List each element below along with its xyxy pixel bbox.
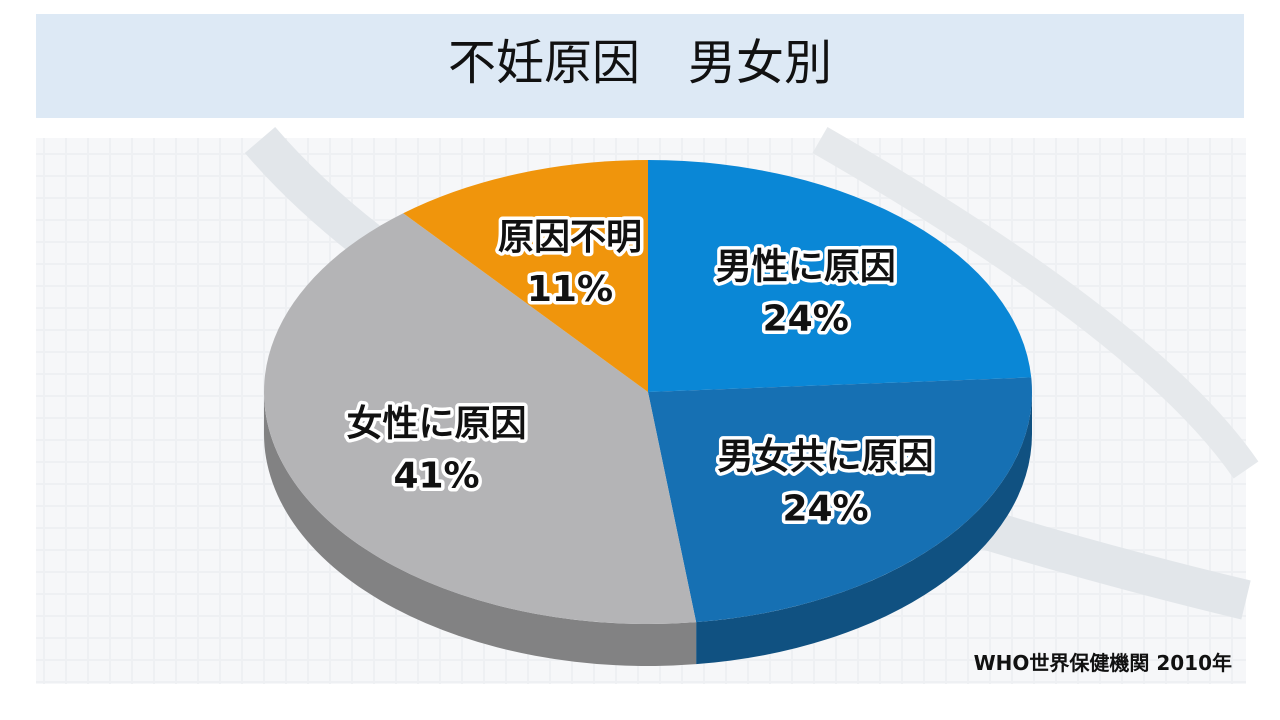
source-note: WHO世界保健機関 2010年 [974,651,1232,675]
slice-side [264,392,697,666]
slice [648,160,1032,392]
pie: 男性に原因 24% 男女共に原因 24% 女性に原因 41% 原因不明 11% [264,160,1032,666]
slice-label: 男性に原因 [716,247,896,288]
slice [648,377,1032,623]
title-band [36,14,1244,118]
value-label: 11% [527,269,613,310]
chart-title: 不妊原因 男女別 [448,35,832,91]
slice-side [696,392,1032,665]
value-label: 24% [782,489,868,530]
decoration [812,127,1259,479]
value-label: 41% [393,455,479,496]
slice-label: 原因不明 [498,217,642,258]
value-label: 24% [763,299,849,340]
slice [264,213,697,625]
slice [403,160,648,392]
slice-label: 男女共に原因 [718,437,934,478]
slice-label: 女性に原因 [347,403,527,444]
